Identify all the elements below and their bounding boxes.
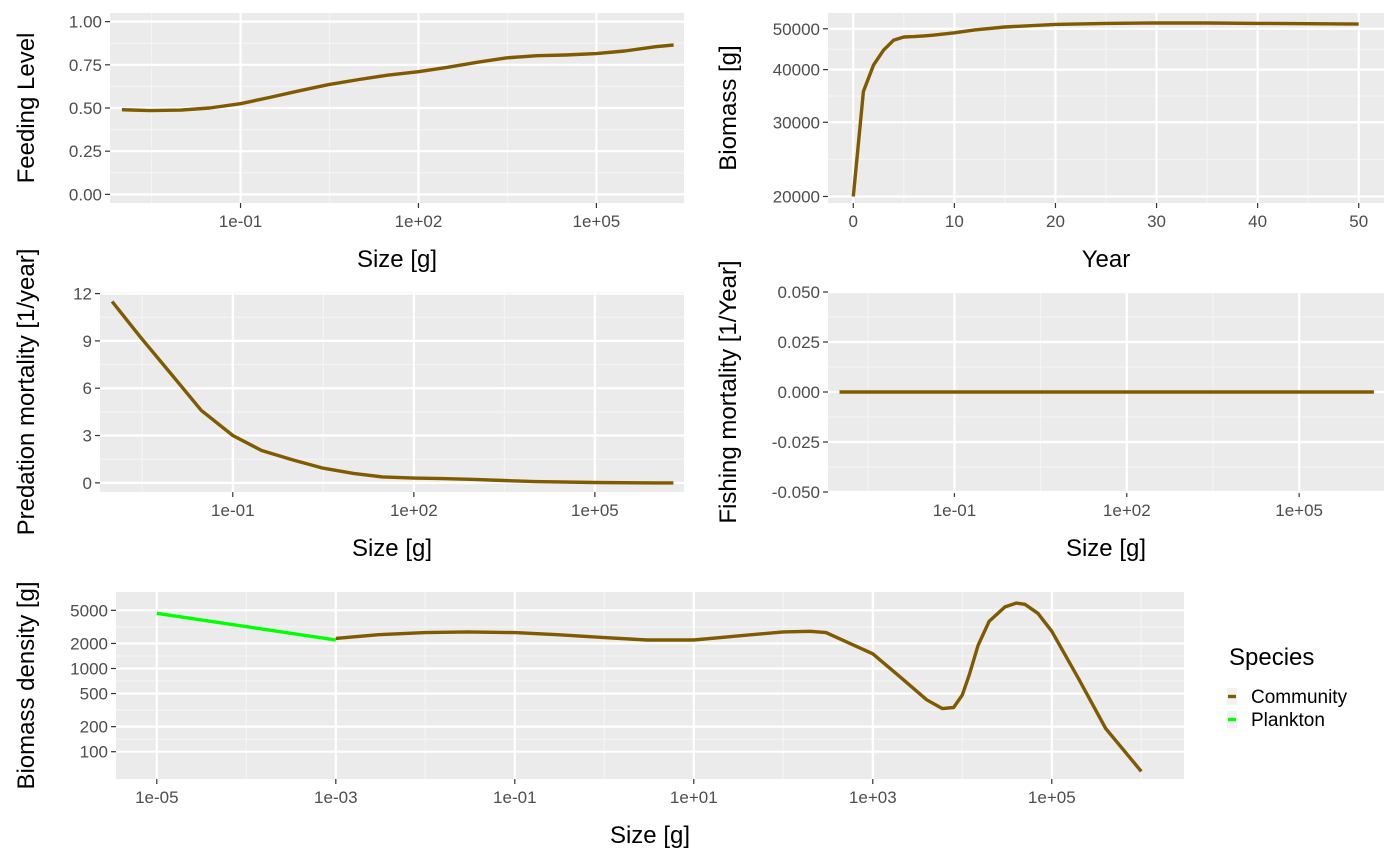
- x-tick-label: 30: [1147, 212, 1166, 231]
- x-tick-label: 1e+05: [1275, 501, 1323, 520]
- y-tick-label: 40000: [773, 61, 820, 80]
- y-tick-label: 20000: [773, 187, 820, 206]
- legend-label-plankton: Plankton: [1251, 710, 1325, 731]
- y-tick-label: 3: [83, 427, 92, 446]
- x-tick-label: 1e-01: [493, 788, 536, 807]
- y-tick-label: 6: [83, 379, 92, 398]
- x-tick-label: 50: [1349, 212, 1368, 231]
- y-tick-label: 0.00: [69, 185, 102, 204]
- y-tick-label: 0.000: [777, 383, 820, 402]
- x-axis-label: Size [g]: [357, 246, 437, 273]
- x-axis-label: Size [g]: [1066, 535, 1146, 562]
- y-axis-label: Biomass [g]: [715, 45, 742, 170]
- y-tick-label: 0: [83, 474, 92, 493]
- legend-title: Species: [1229, 644, 1314, 671]
- panel-5: 1e-05 1e-03 1e-01 1e+01 1e+03 1e+05 100 200 500 1…: [13, 581, 1348, 849]
- x-tick-label: 1e-03: [314, 788, 357, 807]
- y-tick-label: 0.050: [777, 283, 820, 302]
- y-tick-label: 5000: [70, 601, 108, 620]
- x-axis-label: Size [g]: [610, 822, 690, 849]
- y-tick-label: 12: [73, 285, 92, 304]
- x-tick-label: 1e+03: [849, 788, 897, 807]
- y-tick-label: 200: [80, 718, 108, 737]
- y-tick-label: 1000: [70, 659, 108, 678]
- x-tick-label: 0: [849, 212, 858, 231]
- x-tick-label: 1e+05: [571, 501, 619, 520]
- panel-background: [116, 592, 1184, 779]
- y-tick-label: -0.025: [772, 433, 820, 452]
- y-axis-label: Fishing mortality [1/Year]: [715, 260, 742, 523]
- y-axis-label: Biomass density [g]: [13, 581, 40, 789]
- series-line-community: [851, 21, 1359, 197]
- y-tick-label: 0.50: [69, 99, 102, 118]
- panel-4: 1e-01 1e+02 1e+05 -0.050 -0.025 0.000 0.025 0.0…: [715, 260, 1384, 562]
- panel-1: 1e-01 1e+02 1e+05 0.00 0.25 0.50 0.75 1.00 Size …: [13, 13, 684, 273]
- x-tick-label: 1e+02: [1103, 501, 1151, 520]
- y-tick-label: -0.050: [772, 483, 820, 502]
- y-axis-label: Feeding Level: [13, 33, 40, 184]
- y-tick-label: 0.025: [777, 333, 820, 352]
- y-tick-label: 50000: [773, 20, 820, 39]
- x-tick-label: 1e-01: [933, 501, 976, 520]
- x-tick-label: 1e+02: [395, 212, 443, 231]
- y-tick-label: 0.75: [69, 56, 102, 75]
- y-tick-label: 0.25: [69, 142, 102, 161]
- series-line-community: [121, 43, 674, 113]
- series-line-plankton: [156, 611, 337, 642]
- x-tick-label: 40: [1248, 212, 1267, 231]
- x-tick-label: 20: [1046, 212, 1065, 231]
- y-tick-label: 1.00: [69, 13, 102, 32]
- series-line-community: [335, 601, 1143, 773]
- x-tick-label: 1e+02: [390, 501, 438, 520]
- x-tick-label: 10: [945, 212, 964, 231]
- x-tick-label: 1e-01: [219, 212, 262, 231]
- x-axis-label: Size [g]: [352, 535, 432, 562]
- x-tick-label: 1e+05: [573, 212, 621, 231]
- x-tick-label: 1e+05: [1028, 788, 1076, 807]
- y-tick-label: 9: [83, 332, 92, 351]
- y-axis-label: Predation mortality [1/year]: [13, 249, 40, 536]
- legend-label-community: Community: [1251, 687, 1348, 708]
- panel-2: 0 10 20 30 40 50 20000 30000 40000 50000 Year Bioma…: [715, 13, 1384, 273]
- y-tick-label: 100: [80, 743, 108, 762]
- x-tick-label: 1e+01: [670, 788, 718, 807]
- y-tick-label: 30000: [773, 113, 820, 132]
- series-line-community: [110, 300, 674, 485]
- x-tick-label: 1e-05: [135, 788, 178, 807]
- panel-3: 1e-01 1e+02 1e+05 0 3 6 9 12 Size [g] Predation m…: [13, 249, 684, 562]
- x-axis-label: Year: [1082, 246, 1131, 273]
- x-tick-label: 1e-01: [211, 501, 254, 520]
- y-tick-label: 500: [80, 685, 108, 704]
- y-tick-label: 2000: [70, 634, 108, 653]
